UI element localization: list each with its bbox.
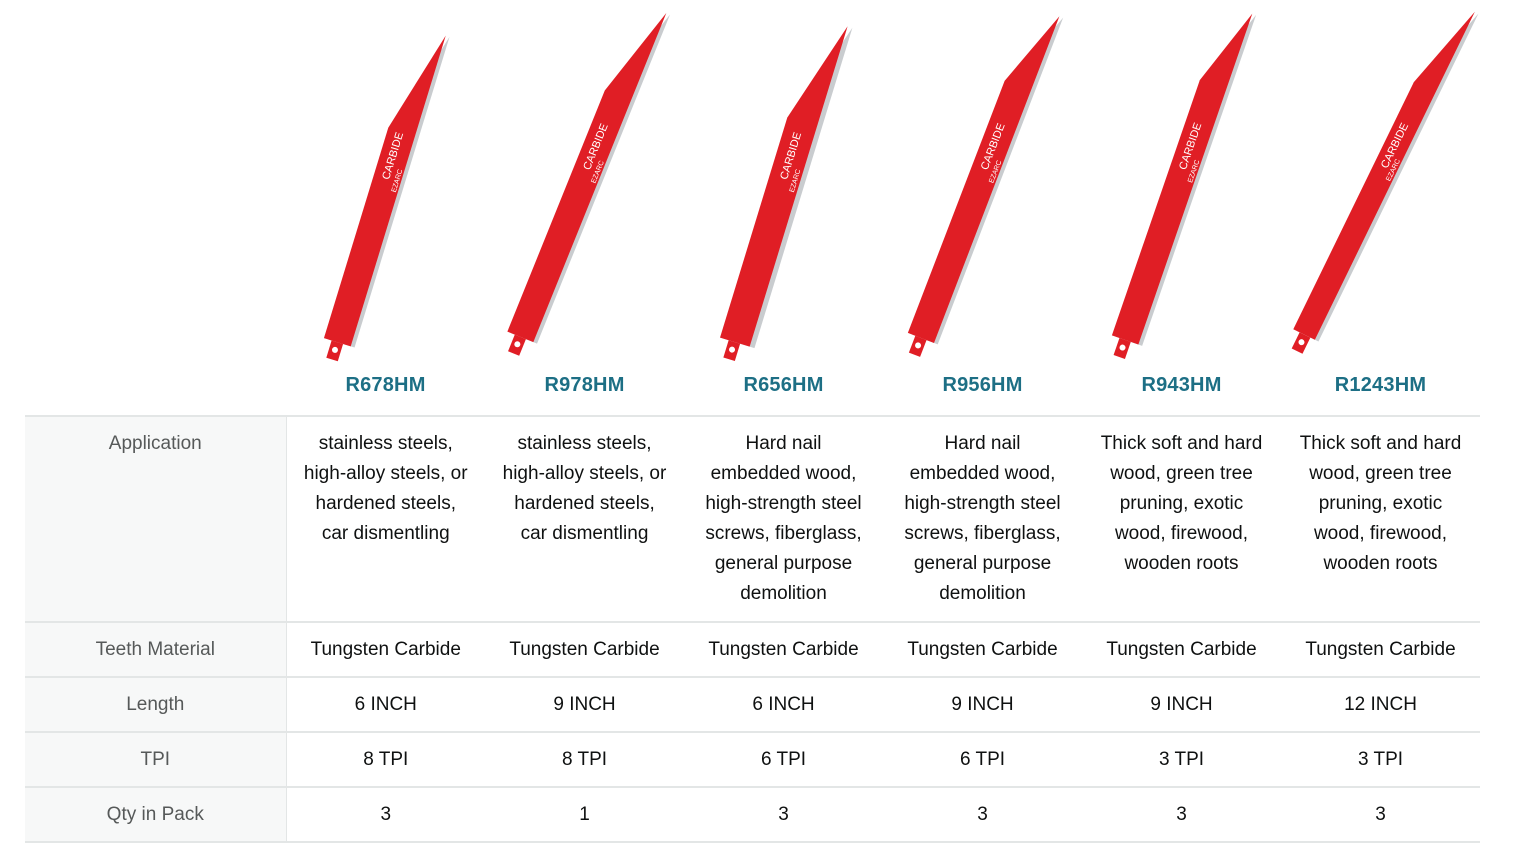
cell-teeth-material: Tungsten Carbide: [485, 622, 684, 678]
saw-blade-image: CARBIDE EZARC: [720, 26, 853, 361]
row-length: Length 6 INCH 9 INCH 6 INCH 9 INCH 9 INC…: [25, 677, 1480, 733]
product-link-r943hm[interactable]: R943HM: [1141, 374, 1222, 396]
cell-tpi: 3 TPI: [1281, 732, 1480, 788]
cell-teeth-material: Tungsten Carbide: [684, 622, 883, 678]
product-column-r956hm: CARBIDE EZARC R956HM: [883, 0, 1082, 415]
product-link-r956hm[interactable]: R956HM: [942, 374, 1023, 396]
cell-teeth-material: Tungsten Carbide: [1281, 622, 1480, 678]
cell-length: 9 INCH: [883, 677, 1082, 733]
cell-tpi: 6 TPI: [883, 732, 1082, 788]
cell-qty: 3: [1082, 787, 1281, 843]
cell-teeth-material: Tungsten Carbide: [1082, 622, 1281, 678]
spec-table: Application stainless steels, high-alloy…: [25, 415, 1480, 843]
row-label-tpi: TPI: [25, 732, 287, 788]
cell-tpi: 3 TPI: [1082, 732, 1281, 788]
row-label-application: Application: [25, 415, 287, 623]
cell-application: stainless steels, high-alloy steels, or …: [485, 415, 684, 623]
cell-application: Hard nail embedded wood, high-strength s…: [883, 415, 1082, 623]
cell-tpi: 8 TPI: [485, 732, 684, 788]
product-link-r978hm[interactable]: R978HM: [544, 374, 625, 396]
cell-teeth-material: Tungsten Carbide: [883, 622, 1082, 678]
cell-tpi: 6 TPI: [684, 732, 883, 788]
product-column-r1243hm: CARBIDE EZARC R1243HM: [1281, 0, 1480, 415]
cell-qty: 3: [1281, 787, 1480, 843]
product-column-r943hm: CARBIDE EZARC R943HM: [1082, 0, 1281, 415]
cell-length: 6 INCH: [684, 677, 883, 733]
row-qty-in-pack: Qty in Pack 3 1 3 3 3 3: [25, 787, 1480, 843]
product-link-r656hm[interactable]: R656HM: [743, 374, 824, 396]
cell-teeth-material: Tungsten Carbide: [286, 622, 485, 678]
comparison-chart: CARBIDE EZARC R678HM CARBIDE EZARC: [25, 0, 1480, 843]
cell-qty: 3: [286, 787, 485, 843]
row-application: Application stainless steels, high-alloy…: [25, 415, 1480, 623]
cell-length: 9 INCH: [485, 677, 684, 733]
saw-blade-image: CARBIDE EZARC: [507, 12, 671, 356]
product-column-r678hm: CARBIDE EZARC R678HM: [286, 0, 485, 415]
cell-length: 12 INCH: [1281, 677, 1480, 733]
row-label-teeth-material: Teeth Material: [25, 622, 287, 678]
cell-length: 6 INCH: [286, 677, 485, 733]
cell-qty: 3: [684, 787, 883, 843]
cell-qty: 3: [883, 787, 1082, 843]
row-label-qty-in-pack: Qty in Pack: [25, 787, 287, 843]
row-label-length: Length: [25, 677, 287, 733]
product-link-r678hm[interactable]: R678HM: [345, 374, 426, 396]
product-header-row: CARBIDE EZARC R678HM CARBIDE EZARC: [25, 0, 1480, 415]
cell-application: Hard nail embedded wood, high-strength s…: [684, 415, 883, 623]
cell-application: Thick soft and hard wood, green tree pru…: [1281, 415, 1480, 623]
product-column-r656hm: CARBIDE EZARC R656HM: [684, 0, 883, 415]
saw-blade-image: CARBIDE EZARC: [1111, 13, 1257, 359]
row-tpi: TPI 8 TPI 8 TPI 6 TPI 6 TPI 3 TPI 3 TPI: [25, 732, 1480, 788]
saw-blade-image: CARBIDE EZARC: [1291, 11, 1479, 354]
cell-tpi: 8 TPI: [286, 732, 485, 788]
cell-application: stainless steels, high-alloy steels, or …: [286, 415, 485, 623]
saw-blade-image: CARBIDE EZARC: [907, 16, 1064, 357]
saw-blade-image: CARBIDE EZARC: [323, 35, 450, 362]
cell-application: Thick soft and hard wood, green tree pru…: [1082, 415, 1281, 623]
product-link-r1243hm[interactable]: R1243HM: [1334, 374, 1427, 396]
row-teeth-material: Teeth Material Tungsten Carbide Tungsten…: [25, 622, 1480, 678]
product-columns: CARBIDE EZARC R678HM CARBIDE EZARC: [286, 0, 1480, 415]
cell-length: 9 INCH: [1082, 677, 1281, 733]
cell-qty: 1: [485, 787, 684, 843]
product-column-r978hm: CARBIDE EZARC R978HM: [485, 0, 684, 415]
